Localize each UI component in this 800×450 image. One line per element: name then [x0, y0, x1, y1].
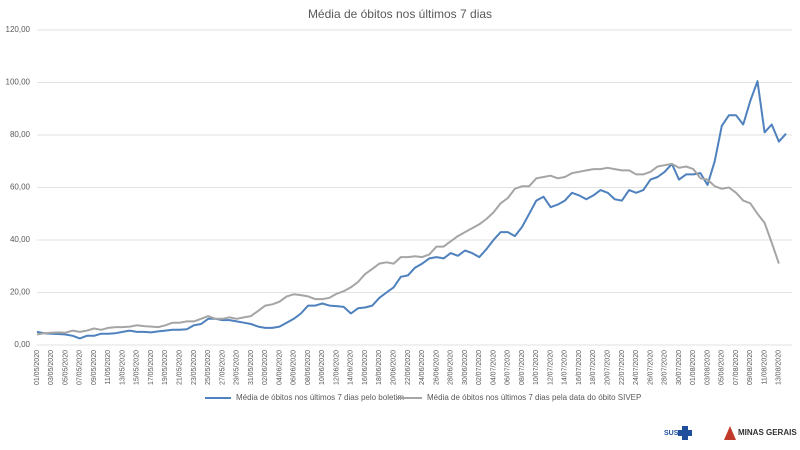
logo-text: SUS: [664, 430, 679, 437]
x-tick-label: 14/06/2020: [348, 350, 355, 385]
x-tick-label: 10/06/2020: [319, 350, 326, 385]
x-tick-label: 20/07/2020: [605, 350, 612, 385]
x-tick-label: 04/06/2020: [276, 350, 283, 385]
x-tick-label: 02/07/2020: [476, 350, 483, 385]
x-tick-label: 16/07/2020: [576, 350, 583, 385]
x-tick-label: 21/05/2020: [177, 350, 184, 385]
x-tick-label: 06/07/2020: [505, 350, 512, 385]
x-tick-label: 12/06/2020: [333, 350, 340, 385]
x-tick-label: 05/05/2020: [62, 350, 69, 385]
x-tick-label: 22/07/2020: [619, 350, 626, 385]
legend-label: Média de óbitos nos últimos 7 dias pelo …: [236, 393, 404, 402]
x-tick-label: 18/06/2020: [376, 350, 383, 385]
x-tick-label: 30/06/2020: [462, 350, 469, 385]
x-tick-label: 09/08/2020: [747, 350, 754, 385]
x-tick-label: 01/05/2020: [34, 350, 41, 385]
y-tick-label: 60,00: [10, 183, 31, 192]
x-tick-label: 31/05/2020: [248, 350, 255, 385]
x-tick-label: 01/08/2020: [690, 350, 697, 385]
x-tick-label: 15/05/2020: [134, 350, 141, 385]
logo-cross: [678, 430, 692, 436]
y-tick-label: 100,00: [6, 78, 31, 87]
sus-logo: SUS MINAS GERAIS: [664, 426, 797, 440]
x-tick-label: 28/06/2020: [448, 350, 455, 385]
x-tick-label: 04/07/2020: [490, 350, 497, 385]
data-line: [36, 162, 780, 336]
x-tick-label: 29/05/2020: [234, 350, 241, 385]
logo-mark: [724, 426, 736, 440]
x-tick-label: 13/05/2020: [119, 350, 126, 385]
x-tick-label: 08/06/2020: [305, 350, 312, 385]
x-tick-label: 19/05/2020: [162, 350, 169, 385]
x-tick-label: 30/07/2020: [676, 350, 683, 385]
y-tick-label: 120,00: [6, 25, 31, 34]
x-tick-label: 08/07/2020: [519, 350, 526, 385]
x-tick-label: 26/06/2020: [433, 350, 440, 385]
chart-title: Média de óbitos nos últimos 7 dias: [308, 7, 492, 21]
x-tick-label: 12/07/2020: [547, 350, 554, 385]
x-tick-label: 26/07/2020: [647, 350, 654, 385]
x-tick-label: 03/05/2020: [48, 350, 55, 385]
x-tick-label: 18/07/2020: [590, 350, 597, 385]
y-tick-label: 0,00: [14, 340, 30, 349]
x-tick-label: 07/08/2020: [733, 350, 740, 385]
data-line: [36, 80, 787, 340]
x-tick-label: 02/06/2020: [262, 350, 269, 385]
y-tick-label: 20,00: [10, 288, 31, 297]
x-tick-label: 05/08/2020: [719, 350, 726, 385]
y-tick-label: 80,00: [10, 130, 31, 139]
x-tick-label: 22/06/2020: [405, 350, 412, 385]
x-tick-label: 07/05/2020: [77, 350, 84, 385]
legend-label: Média de óbitos nos últimos 7 dias pela …: [427, 393, 641, 402]
x-tick-label: 16/06/2020: [362, 350, 369, 385]
x-tick-label: 27/05/2020: [219, 350, 226, 385]
x-tick-label: 06/06/2020: [291, 350, 298, 385]
y-tick-label: 40,00: [10, 235, 31, 244]
x-tick-label: 24/06/2020: [419, 350, 426, 385]
x-tick-label: 13/08/2020: [776, 350, 783, 385]
x-tick-label: 03/08/2020: [704, 350, 711, 385]
logo-text: MINAS GERAIS: [738, 428, 797, 437]
x-tick-label: 09/05/2020: [91, 350, 98, 385]
x-tick-label: 25/05/2020: [205, 350, 212, 385]
x-tick-label: 23/05/2020: [191, 350, 198, 385]
x-tick-label: 11/05/2020: [105, 350, 112, 385]
x-tick-label: 28/07/2020: [662, 350, 669, 385]
x-tick-label: 14/07/2020: [562, 350, 569, 385]
x-tick-label: 20/06/2020: [391, 350, 398, 385]
x-tick-label: 24/07/2020: [633, 350, 640, 385]
x-tick-label: 10/07/2020: [533, 350, 540, 385]
x-tick-label: 11/08/2020: [761, 350, 768, 385]
x-tick-label: 17/05/2020: [148, 350, 155, 385]
